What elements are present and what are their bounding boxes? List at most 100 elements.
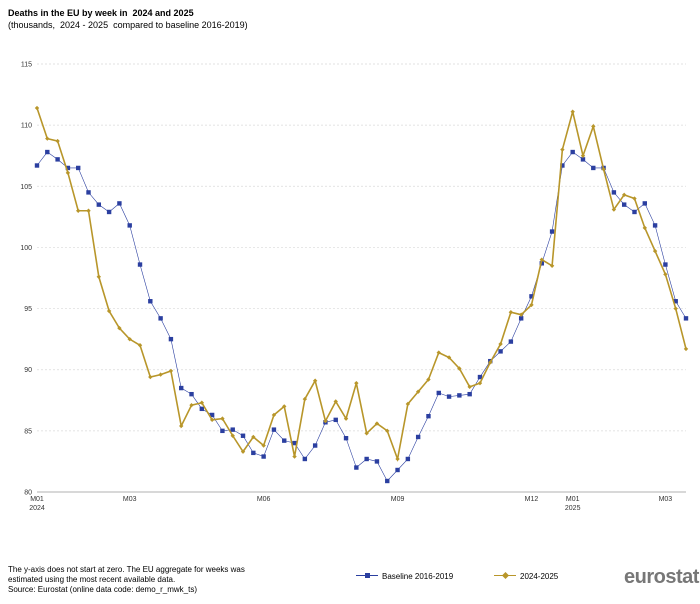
baseline-point <box>591 165 596 171</box>
baseline-point <box>683 316 689 321</box>
x-tick-year-label: 2025 <box>565 505 581 512</box>
legend-item-current: 2024-2025 <box>494 571 558 581</box>
current-legend-swatch <box>494 571 516 581</box>
baseline-point <box>498 349 503 354</box>
current-point <box>312 378 318 383</box>
current-point <box>488 360 493 365</box>
current-point <box>282 404 287 409</box>
baseline-point <box>580 157 586 162</box>
current-point <box>591 124 596 129</box>
baseline-point <box>529 294 534 299</box>
baseline-point <box>539 261 544 266</box>
current-point <box>508 310 514 315</box>
baseline-point <box>65 165 71 171</box>
baseline-legend-swatch <box>356 571 378 581</box>
current-point <box>65 170 71 176</box>
baseline-point <box>477 374 483 380</box>
current-point <box>642 225 647 231</box>
current-point <box>436 350 441 355</box>
current-point <box>683 346 689 352</box>
x-tick-label: M03 <box>659 496 673 503</box>
baseline-point <box>189 391 194 397</box>
baseline-point <box>436 390 441 396</box>
baseline-point <box>333 417 338 423</box>
baseline-point <box>374 459 380 464</box>
baseline-point <box>158 316 163 321</box>
baseline-point <box>549 229 555 234</box>
baseline-point <box>292 440 297 446</box>
baseline-point <box>343 435 349 441</box>
current-point <box>271 412 277 418</box>
current-point <box>405 401 411 407</box>
current-point <box>106 308 112 314</box>
baseline-point <box>405 456 411 462</box>
baseline-point <box>34 163 40 168</box>
footnote-line-2: estimated using the most recent availabl… <box>8 575 176 584</box>
current-point <box>632 196 637 201</box>
y-tick-label: 90 <box>24 367 32 374</box>
x-tick-label: M01 <box>30 496 44 503</box>
baseline-point <box>570 149 575 155</box>
legend-item-baseline: Baseline 2016-2019 <box>356 571 453 581</box>
current-point <box>570 109 575 114</box>
current-point <box>457 366 462 371</box>
current-point <box>302 396 308 402</box>
current-point <box>673 306 678 311</box>
current-point <box>179 423 184 429</box>
current-point <box>117 325 122 331</box>
current-point <box>96 274 102 279</box>
baseline-point <box>86 190 91 195</box>
baseline-point <box>446 394 452 399</box>
baseline-point <box>611 190 617 195</box>
current-point <box>374 421 380 426</box>
current-point <box>148 374 153 380</box>
current-point <box>230 433 235 438</box>
baseline-point <box>652 223 658 228</box>
footnote: The y-axis does not start at zero. The E… <box>8 565 278 595</box>
baseline-point <box>106 209 112 215</box>
baseline-point <box>673 299 678 304</box>
current-point <box>385 428 390 434</box>
baseline-point <box>251 450 256 456</box>
baseline-point <box>467 391 472 397</box>
x-tick-label: M03 <box>123 496 137 503</box>
current-point <box>86 208 91 213</box>
chart-title: Deaths in the EU by week in 2024 and 202… <box>8 8 194 18</box>
baseline-point <box>642 201 647 206</box>
current-point <box>354 380 359 386</box>
current-point <box>395 456 400 462</box>
current-point <box>467 384 472 390</box>
baseline-point <box>302 456 308 462</box>
current-point <box>518 312 524 317</box>
current-point <box>137 343 143 348</box>
baseline-point <box>230 427 235 432</box>
current-point <box>498 341 503 347</box>
footnote-line-1: The y-axis does not start at zero. The E… <box>8 565 245 574</box>
baseline-point <box>271 427 277 432</box>
baseline-point <box>261 454 266 459</box>
current-point <box>601 166 606 172</box>
baseline-point <box>96 202 102 207</box>
baseline-point <box>426 413 431 419</box>
x-tick-year-label: 2024 <box>29 505 45 512</box>
current-point <box>34 105 40 111</box>
current-point <box>343 416 349 421</box>
y-tick-label: 85 <box>24 428 32 435</box>
axis-labels: 80 85 90 95 100 105 110 115 M01 2024 M03 M06 M09 M12 M… <box>20 62 686 512</box>
baseline-point <box>55 157 60 162</box>
baseline-point <box>282 438 287 443</box>
baseline-series-line <box>36 151 687 482</box>
logo-wordmark: eurostat <box>624 566 699 588</box>
baseline-point <box>220 428 225 434</box>
current-point <box>292 454 297 459</box>
baseline-point <box>354 465 359 470</box>
current-point <box>364 431 369 436</box>
baseline-point <box>209 412 215 418</box>
current-point <box>652 248 658 254</box>
y-tick-label: 110 <box>21 123 32 130</box>
baseline-point <box>415 434 421 440</box>
current-point <box>621 192 627 198</box>
current-point <box>261 443 266 448</box>
y-tick-label: 115 <box>21 62 32 69</box>
current-point <box>127 336 132 342</box>
